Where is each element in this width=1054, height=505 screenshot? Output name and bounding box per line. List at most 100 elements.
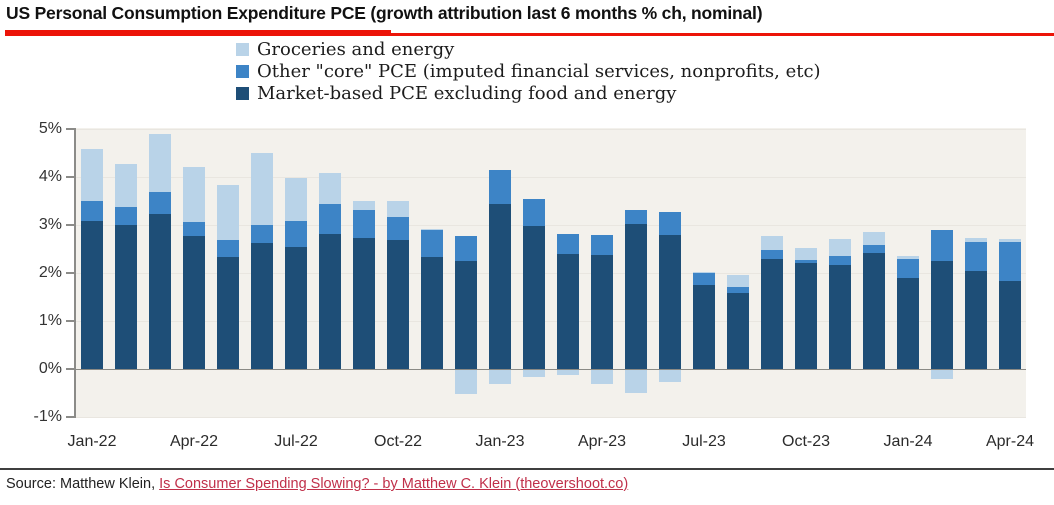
- bar-segment-groceries: [897, 256, 919, 259]
- plot-area: [76, 128, 1026, 418]
- y-tick-mark: [66, 416, 75, 418]
- bar-segment-groceries: [319, 172, 341, 204]
- bar-segment-groceries: [523, 370, 545, 378]
- bar-segment-other-core: [761, 250, 783, 259]
- bar-segment-groceries: [625, 370, 647, 393]
- bar-segment-other-core: [965, 241, 987, 271]
- y-tick-label: 2%: [38, 264, 62, 281]
- bar-segment-market-based: [421, 257, 443, 369]
- source-prefix: Source: Matthew Klein,: [6, 476, 160, 492]
- y-tick-mark: [66, 176, 75, 178]
- bar-segment-groceries: [761, 236, 783, 251]
- bar-segment-market-based: [999, 280, 1021, 369]
- y-tick-mark: [66, 320, 75, 322]
- bar-segment-other-core: [81, 200, 103, 222]
- bar-segment-other-core: [897, 258, 919, 278]
- bar-segment-market-based: [285, 246, 307, 369]
- bar-segment-other-core: [251, 224, 273, 244]
- bar-segment-groceries: [795, 247, 817, 261]
- bar-segment-groceries: [353, 200, 375, 211]
- bar-segment-groceries: [999, 238, 1021, 242]
- bar-segment-market-based: [251, 243, 273, 369]
- bar-segment-market-based: [387, 239, 409, 369]
- x-tick-label: Jul-23: [682, 433, 726, 450]
- bar-segment-groceries: [183, 167, 205, 223]
- y-tick-mark: [66, 128, 75, 130]
- bar-segment-market-based: [829, 264, 851, 369]
- bar-segment-market-based: [897, 277, 919, 369]
- legend-swatch: [236, 87, 249, 100]
- y-tick-mark: [66, 272, 75, 274]
- bar-segment-groceries: [829, 239, 851, 256]
- bar-segment-groceries: [965, 238, 987, 242]
- legend-swatch: [236, 65, 249, 78]
- bar-segment-other-core: [727, 287, 749, 294]
- bar-segment-groceries: [863, 231, 885, 246]
- bar-segment-market-based: [659, 234, 681, 369]
- bar-segment-other-core: [999, 241, 1021, 281]
- bar-segment-groceries: [931, 370, 953, 379]
- title-underline-thick: [5, 30, 391, 36]
- bar-segment-other-core: [591, 234, 613, 256]
- legend-item: Other "core" PCE (imputed financial serv…: [236, 61, 821, 83]
- legend-item: Market-based PCE excluding food and ener…: [236, 83, 821, 105]
- x-tick-label: Apr-24: [985, 433, 1035, 450]
- bar-segment-other-core: [659, 212, 681, 235]
- y-tick-label: 5%: [38, 120, 62, 137]
- bar-segment-market-based: [591, 255, 613, 369]
- x-tick-label: Apr-23: [577, 433, 627, 450]
- x-tick-label: Jan-24: [883, 433, 933, 450]
- bar-segment-groceries: [115, 163, 137, 207]
- bar-segment-market-based: [761, 258, 783, 369]
- bar-segment-other-core: [387, 216, 409, 240]
- bar-segment-market-based: [523, 226, 545, 369]
- chart-legend: Groceries and energy Other "core" PCE (im…: [236, 39, 821, 105]
- bar-segment-market-based: [319, 234, 341, 369]
- x-tick-label: Oct-22: [373, 433, 423, 450]
- bar-segment-groceries: [81, 149, 103, 201]
- legend-item: Groceries and energy: [236, 39, 821, 61]
- gridline: [76, 225, 1026, 226]
- bar-segment-groceries: [489, 370, 511, 385]
- y-tick-mark: [66, 224, 75, 226]
- title-underline-thin: [391, 33, 1054, 36]
- bar-segment-other-core: [183, 222, 205, 236]
- bar-segment-groceries: [659, 370, 681, 382]
- y-tick-label: 4%: [38, 168, 62, 185]
- gridline: [76, 321, 1026, 322]
- gridline: [76, 273, 1026, 274]
- bar-segment-groceries: [421, 228, 443, 230]
- bar-segment-market-based: [557, 254, 579, 369]
- bar-segment-groceries: [251, 153, 273, 225]
- bar-segment-market-based: [965, 270, 987, 369]
- bar-segment-market-based: [693, 284, 715, 369]
- x-tick-label: Jan-22: [67, 433, 117, 450]
- y-tick-label: 1%: [38, 312, 62, 329]
- gridline: [76, 129, 1026, 130]
- bar-segment-market-based: [863, 253, 885, 369]
- page-title: US Personal Consumption Expenditure PCE …: [6, 3, 763, 23]
- source-link[interactable]: Is Consumer Spending Slowing? - by Matth…: [159, 476, 629, 492]
- x-tick-label: Apr-22: [169, 433, 219, 450]
- legend-swatch: [236, 43, 249, 56]
- x-tick-label: Jan-23: [475, 433, 525, 450]
- x-tick-label: Oct-23: [781, 433, 831, 450]
- bar-segment-market-based: [795, 263, 817, 369]
- bar-segment-other-core: [115, 206, 137, 226]
- y-axis-line: [74, 128, 76, 418]
- bar-segment-other-core: [829, 255, 851, 265]
- bar-segment-market-based: [625, 223, 647, 369]
- y-tick-label: -1%: [33, 408, 62, 425]
- gridline: [76, 417, 1026, 418]
- bar-segment-market-based: [81, 221, 103, 369]
- bar-segment-other-core: [557, 234, 579, 255]
- bar-segment-market-based: [353, 237, 375, 369]
- bar-segment-other-core: [489, 170, 511, 204]
- bar-segment-groceries: [727, 274, 749, 288]
- bar-segment-other-core: [421, 229, 443, 258]
- zero-line: [76, 369, 1026, 370]
- bar-segment-market-based: [931, 261, 953, 369]
- bar-segment-other-core: [455, 235, 477, 261]
- bar-segment-groceries: [387, 200, 409, 217]
